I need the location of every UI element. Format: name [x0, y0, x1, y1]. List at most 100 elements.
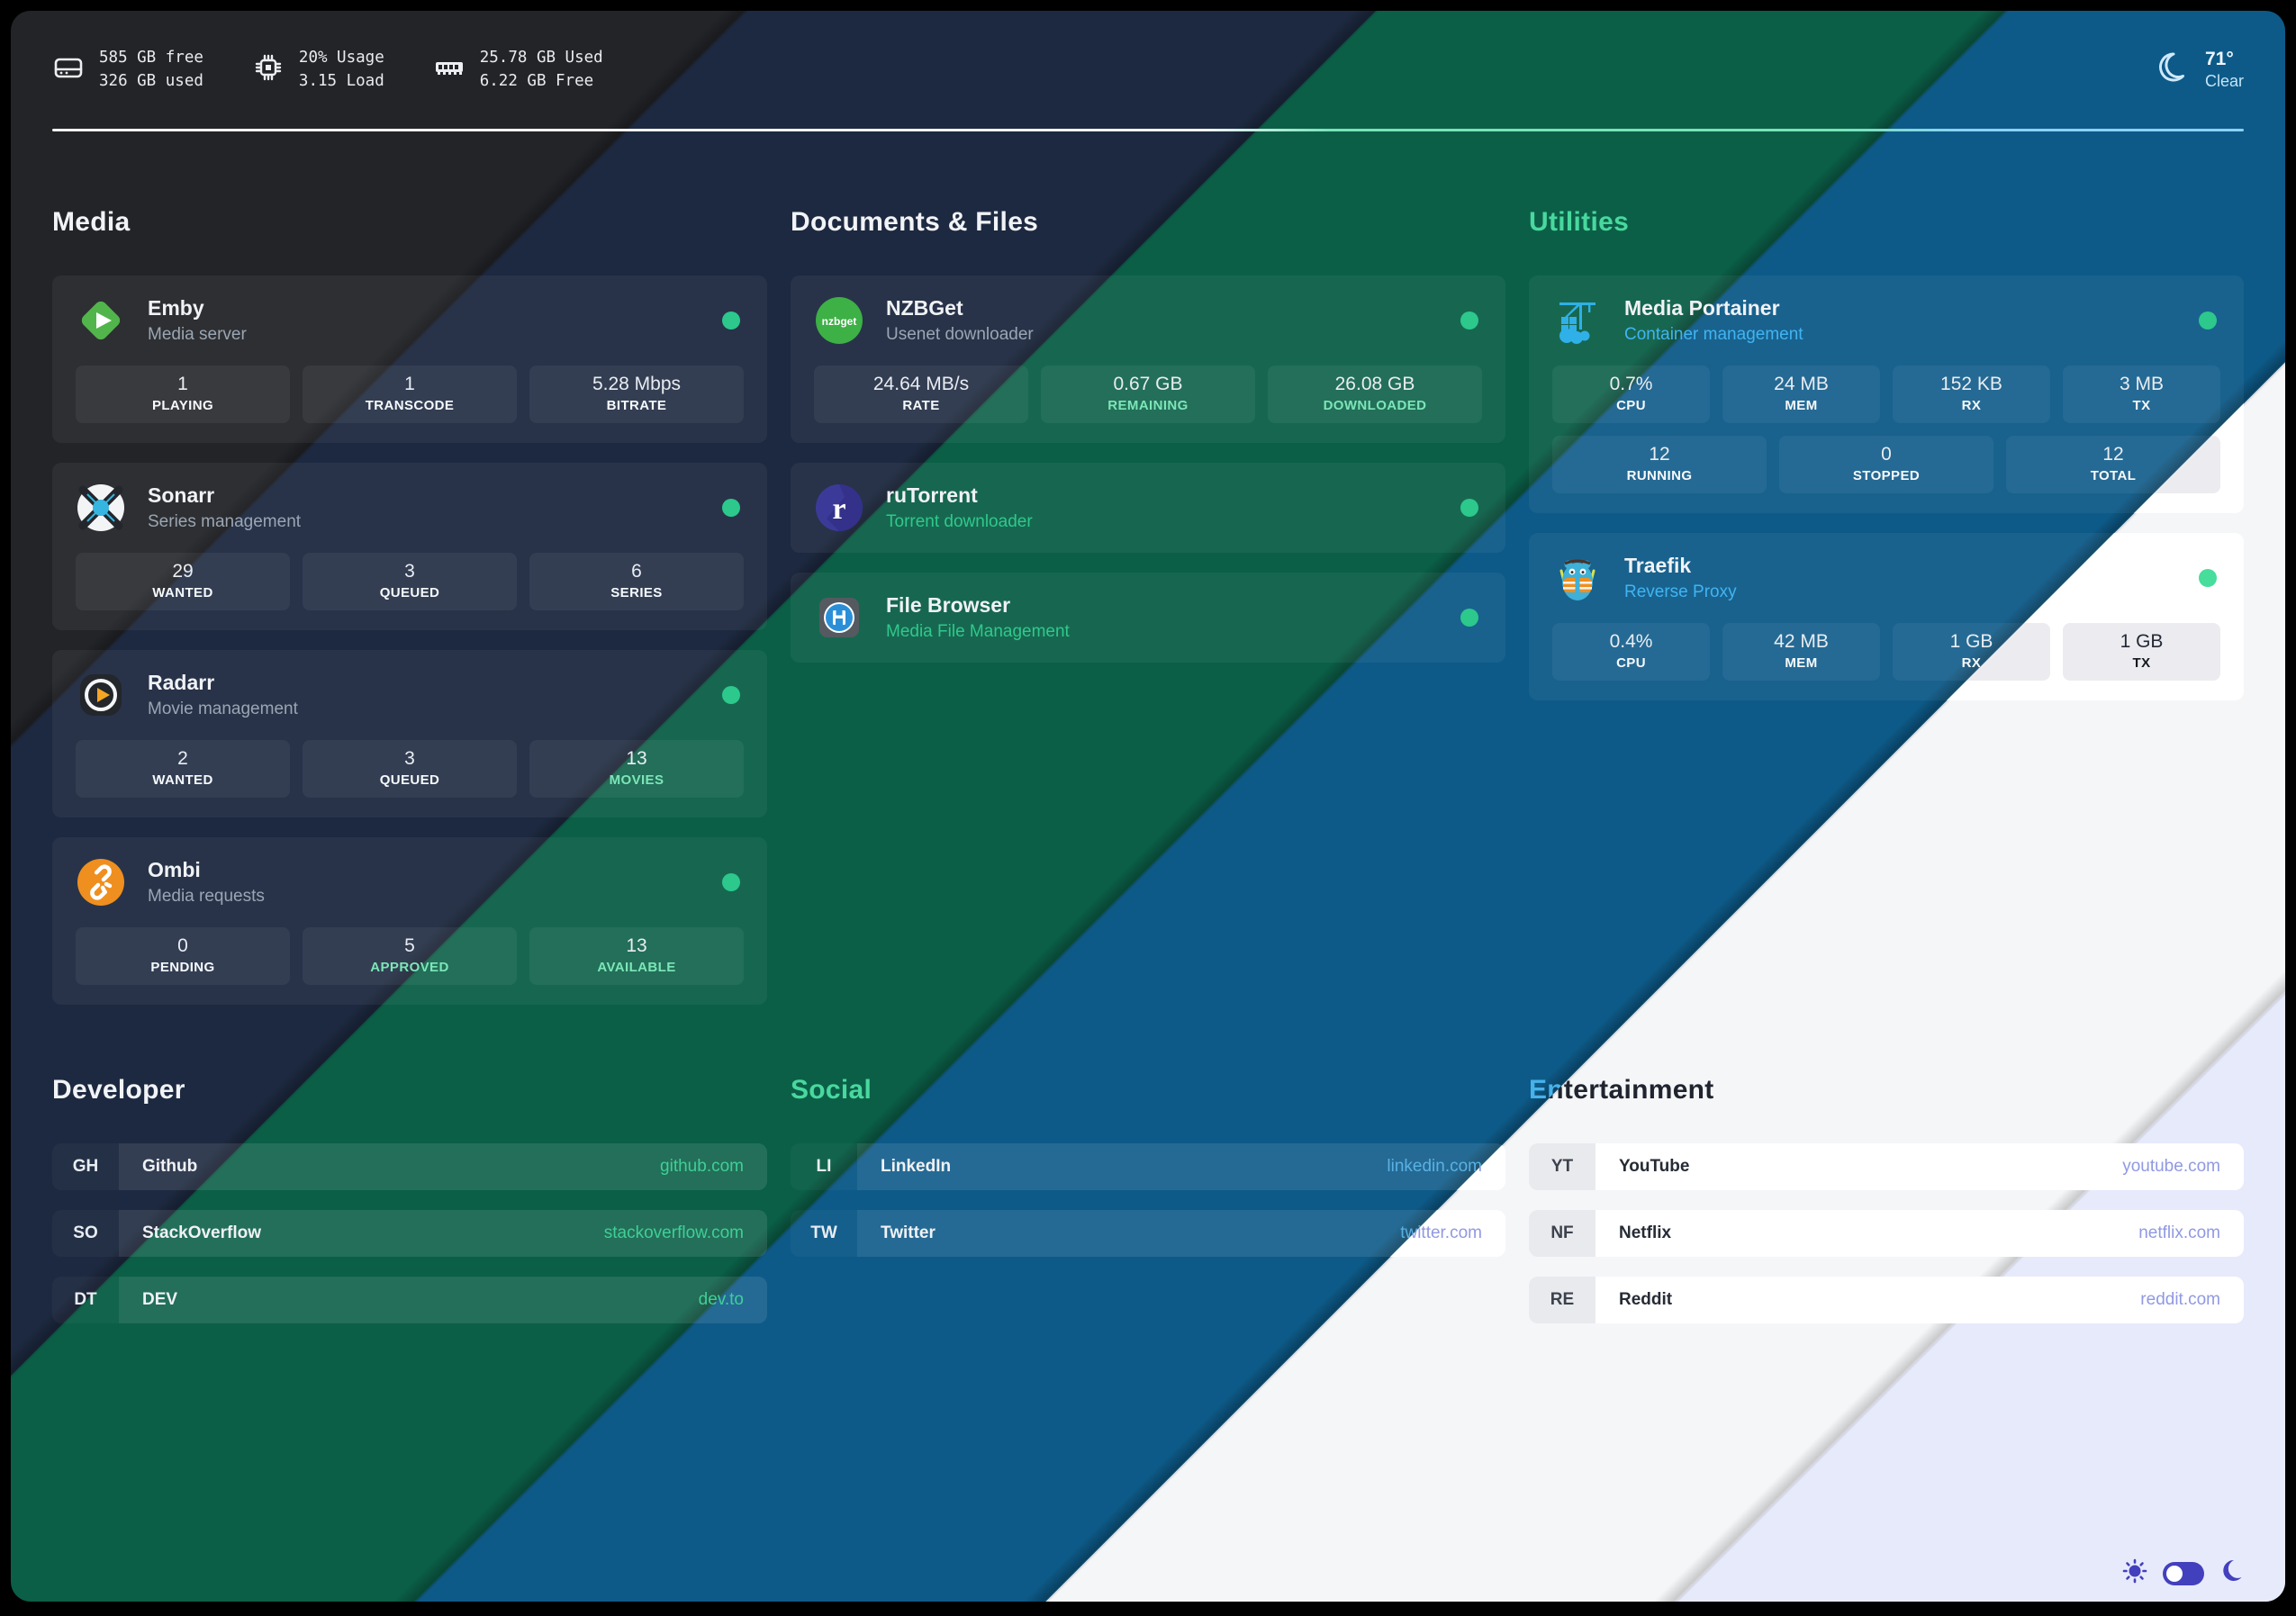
bookmark-linkedin[interactable]: LI LinkedIn linkedin.com — [791, 1143, 1505, 1190]
bookmark-url: reddit.com — [2140, 1290, 2220, 1309]
status-dot — [722, 686, 740, 704]
svg-text:nzbget: nzbget — [822, 315, 857, 328]
stat-tile: 1 PLAYING — [76, 366, 290, 423]
section-media: Media Emby — [52, 207, 767, 1005]
status-dot — [722, 311, 740, 330]
stat-tile: 152 KB RX — [1893, 366, 2050, 423]
stat-tile: 3 QUEUED — [303, 553, 517, 610]
rutorrent-icon: r — [814, 483, 864, 533]
bookmark-dev[interactable]: DT DEV dev.to — [52, 1277, 767, 1323]
sonarr-icon — [76, 483, 126, 533]
weather-widget: 71° Clear — [2151, 49, 2244, 91]
cpu-icon — [252, 51, 285, 88]
memory-stat: 25.78 GB Used 6.22 GB Free — [433, 47, 603, 93]
bookmark-netflix[interactable]: NF Netflix netflix.com — [1529, 1210, 2244, 1257]
bookmark-reddit[interactable]: RE Reddit reddit.com — [1529, 1277, 2244, 1323]
stat-tile: 29 WANTED — [76, 553, 290, 610]
stat-tile: 3 QUEUED — [303, 740, 517, 798]
ram-icon — [433, 51, 466, 88]
stat-tile: 13 AVAILABLE — [529, 927, 744, 985]
bookmark-url: github.com — [660, 1157, 744, 1176]
nzbget-icon: nzbget — [814, 295, 864, 346]
app-card-sonarr[interactable]: Sonarr Series management 29 WANTED — [52, 463, 767, 630]
bookmark-url: twitter.com — [1400, 1223, 1482, 1242]
section-developer: Developer GH Github github.com SO — [52, 1075, 767, 1323]
sun-icon[interactable] — [2121, 1557, 2148, 1589]
status-dot — [722, 873, 740, 891]
bookmark-url: netflix.com — [2138, 1223, 2220, 1242]
theme-toggle-switch[interactable] — [2163, 1561, 2204, 1585]
bookmark-tag: NF — [1529, 1210, 1595, 1257]
app-subtitle: Series management — [148, 512, 302, 531]
bookmark-name: StackOverflow — [142, 1223, 261, 1242]
weather-condition: Clear — [2204, 72, 2244, 90]
section-entertainment: Entertainment YT YouTube youtube.com NF — [1529, 1075, 2244, 1323]
bookmark-tag: GH — [52, 1143, 119, 1190]
section-title: Media — [52, 207, 131, 237]
svg-text:r: r — [832, 492, 845, 526]
radarr-icon — [76, 670, 126, 720]
moon-icon-footer[interactable] — [2219, 1558, 2244, 1588]
bookmark-name: Reddit — [1619, 1290, 1673, 1309]
disk-free: 585 GB free — [99, 49, 203, 68]
stat-tile: 2 WANTED — [76, 740, 290, 798]
app-card-emby[interactable]: Emby Media server 1 PLAYING — [52, 275, 767, 443]
disk-used: 326 GB used — [99, 71, 203, 90]
memory-used: 25.78 GB Used — [479, 49, 603, 68]
ombi-icon — [76, 857, 126, 907]
app-subtitle: Media server — [148, 325, 247, 344]
weather-temp: 71° — [2204, 49, 2234, 69]
disk-stat: 585 GB free 326 GB used — [52, 47, 203, 93]
app-card-radarr[interactable]: Radarr Movie management 2 WANTED — [52, 650, 767, 817]
stat-tile: 0.67 GB REMAINING — [1041, 366, 1255, 423]
bookmark-stackoverflow[interactable]: SO StackOverflow stackoverflow.com — [52, 1210, 767, 1257]
bookmark-url: dev.to — [698, 1290, 744, 1309]
app-title: Traefik — [1624, 554, 1692, 577]
app-card-portainer[interactable]: Media Portainer Container management 0.7… — [1529, 275, 2244, 513]
bookmark-name: Twitter — [881, 1223, 936, 1242]
app-card-filebrowser[interactable]: File Browser Media File Management — [791, 573, 1505, 663]
app-subtitle: Torrent downloader — [886, 512, 1033, 531]
dashboard-grid: Media Emby — [11, 131, 2285, 1323]
app-title: Radarr — [148, 671, 215, 694]
stat-tile: 13 MOVIES — [529, 740, 744, 798]
stat-tile: 24.64 MB/s RATE — [814, 366, 1028, 423]
app-title: Emby — [148, 296, 204, 320]
status-dot — [2199, 311, 2217, 330]
theme-toggle-bar — [2121, 1557, 2244, 1589]
app-card-ombi[interactable]: Ombi Media requests 0 PENDING — [52, 837, 767, 1005]
stat-tile: 3 MB TX — [2063, 366, 2220, 423]
app-title: NZBGet — [886, 296, 963, 320]
app-title: Media Portainer — [1624, 296, 1780, 320]
bookmark-name: Github — [142, 1157, 198, 1176]
app-subtitle: Media requests — [148, 887, 265, 906]
traefik-icon — [1552, 553, 1603, 603]
cpu-stat: 20% Usage 3.15 Load — [252, 47, 384, 93]
status-dot — [722, 499, 740, 517]
bookmark-name: Netflix — [1619, 1223, 1672, 1242]
section-title: Entertainment — [1529, 1075, 1714, 1105]
bookmark-tag: SO — [52, 1210, 119, 1257]
stat-tile: 5.28 Mbps BITRATE — [529, 366, 744, 423]
app-card-nzbget[interactable]: nzbget NZBGet Usenet downloader — [791, 275, 1505, 443]
cpu-usage: 20% Usage — [298, 49, 384, 68]
app-subtitle: Container management — [1624, 325, 1803, 344]
app-subtitle: Media File Management — [886, 622, 1070, 641]
moon-icon — [2151, 49, 2189, 91]
app-card-rutorrent[interactable]: r ruTorrent Torrent downloader — [791, 463, 1505, 553]
stat-tile: 1 GB TX — [2063, 623, 2220, 681]
bookmark-url: stackoverflow.com — [603, 1223, 744, 1242]
stat-tile: 12 RUNNING — [1552, 436, 1767, 493]
bookmark-github[interactable]: GH Github github.com — [52, 1143, 767, 1190]
bookmark-tag: LI — [791, 1143, 857, 1190]
bookmark-tag: YT — [1529, 1143, 1595, 1190]
stat-tile: 6 SERIES — [529, 553, 744, 610]
status-dot — [1460, 609, 1478, 627]
bookmark-name: LinkedIn — [881, 1157, 952, 1176]
bookmark-youtube[interactable]: YT YouTube youtube.com — [1529, 1143, 2244, 1190]
stat-tile: 1 TRANSCODE — [303, 366, 517, 423]
section-title: Documents & Files — [791, 207, 1039, 237]
bookmark-name: YouTube — [1619, 1157, 1690, 1176]
bookmark-tag: DT — [52, 1277, 119, 1323]
top-bar: 585 GB free 326 GB used 20% Usage — [11, 11, 2285, 129]
